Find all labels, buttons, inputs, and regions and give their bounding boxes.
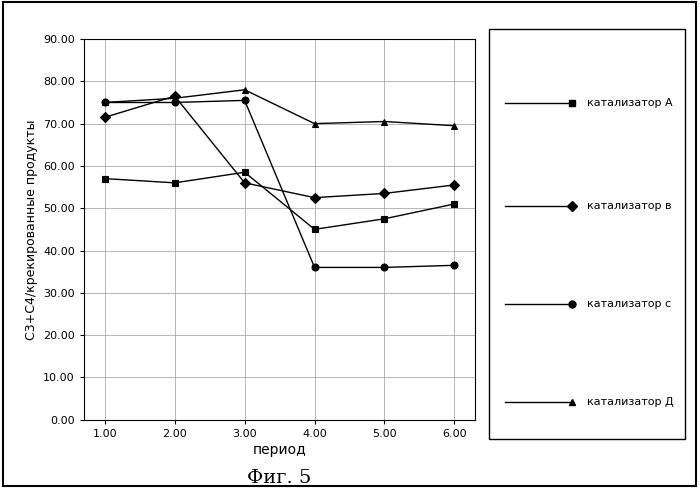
- Text: катализатор с: катализатор с: [587, 299, 671, 309]
- Text: катализатор в: катализатор в: [587, 201, 672, 210]
- FancyBboxPatch shape: [489, 29, 685, 439]
- Y-axis label: C3+C4/крекированные продукты: C3+C4/крекированные продукты: [24, 119, 38, 340]
- X-axis label: период: период: [253, 443, 306, 457]
- Text: Фиг. 5: Фиг. 5: [247, 469, 312, 487]
- Text: катализатор Д: катализатор Д: [587, 397, 674, 407]
- Text: катализатор А: катализатор А: [587, 98, 672, 108]
